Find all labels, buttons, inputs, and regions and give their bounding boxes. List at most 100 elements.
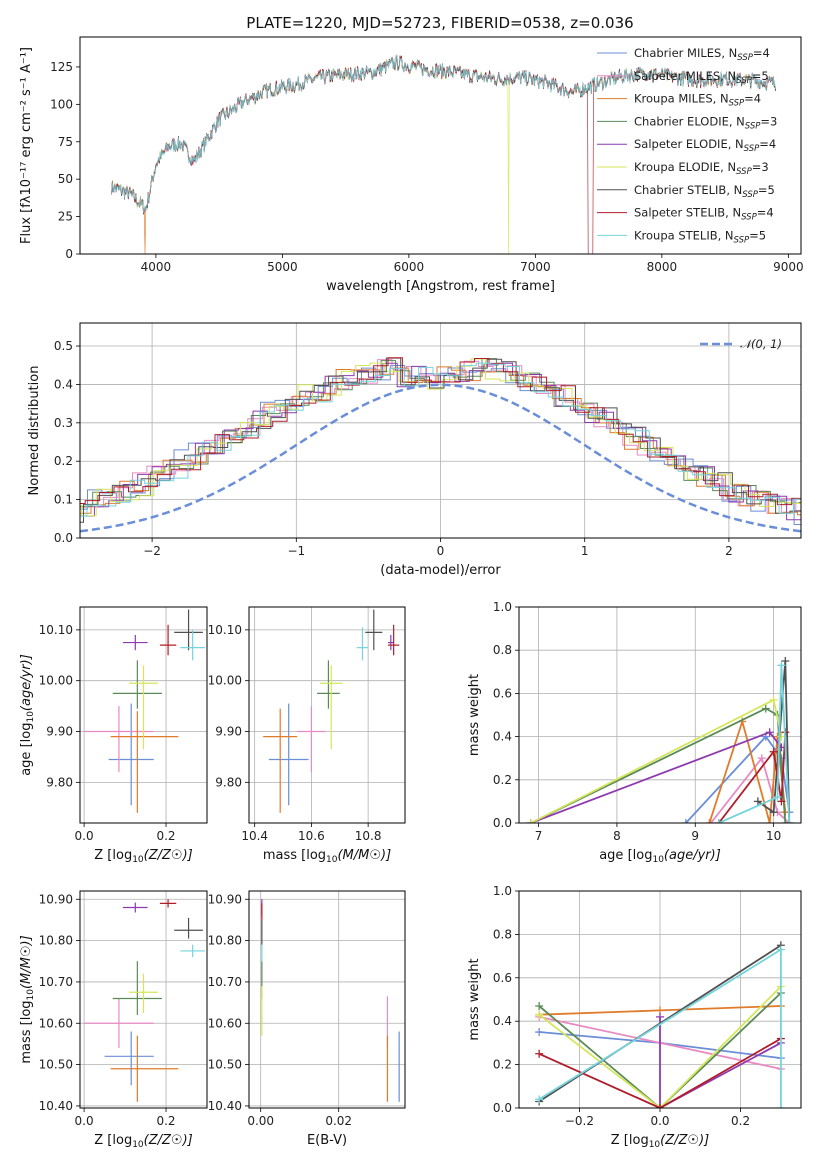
y-tick-label: 10.60 [208,1016,242,1030]
y-tick-label: 10.50 [208,1058,242,1072]
x-tick-label: 4000 [141,260,172,274]
axes-frame [79,606,208,824]
weight-marker [526,819,535,823]
axes-frame [79,322,802,539]
weight-marker [781,657,790,665]
data-point [319,665,343,750]
y-axis-label: Normed distribution [27,366,42,496]
weight-marker [769,808,778,817]
y-tick-label: 50 [58,172,73,186]
data-point [129,665,158,750]
x-tick-label: −2 [143,544,161,558]
weight-marker [714,819,723,823]
histogram-step [80,358,801,517]
data-point [174,609,203,651]
data-point [110,1035,179,1102]
x-tick-label: 9000 [773,260,804,274]
axes-frame [518,890,802,1109]
x-axis-label: Z [log10(Z/Z☉)] [94,848,192,865]
x-axis-label: Z [log10(Z/Z☉)] [611,1133,709,1150]
plot-area [84,609,205,813]
legend-entry: Chabrier STELIB, NSSP=5 [634,183,775,200]
age-mass-panel: 10.4 10.6 10.8 9.80 9.90 10.00 10.10 mass [log1… [208,606,406,865]
weight-marker [535,1095,544,1104]
y-tick-label: 10.00 [39,674,73,688]
y-axis-label: Flux [fλ10⁻¹⁷ erg cm⁻² s⁻¹ A⁻¹] [19,47,34,244]
y-tick-label: 0.4 [493,730,512,744]
data-point [84,998,154,1049]
weight-marker [535,1002,544,1011]
weight-z-panel: −0.2 0.0 0.2 0.0 0.2 0.4 0.6 0.8 1.0 Z [log10(Z/Z… [467,884,802,1150]
x-tick-label: 9 [691,829,699,843]
x-tick-label: 10 [766,829,781,843]
data-point [356,627,369,661]
y-axis-label: age [log10(age/yr)] [19,654,36,776]
x-tick-label: 0.0 [75,829,94,843]
y-tick-label: 0.1 [54,493,73,507]
y-tick-label: 0 [65,247,73,261]
spectrum-panel: 4000 5000 6000 7000 8000 9000 0 25 50 75 100 125 wav… [19,36,804,294]
x-tick-label: 0.00 [247,1114,274,1128]
y-tick-label: 10.80 [39,934,73,948]
plot-area [80,357,801,533]
legend-entry: Chabrier MILES, NSSP=4 [634,46,770,63]
weight-marker [535,1049,544,1058]
data-point [297,706,326,773]
x-tick-label: 2 [725,544,733,558]
data-point [174,917,203,939]
legend-entry: Kroupa STELIB, NSSP=5 [634,228,766,245]
weight-marker [777,661,786,670]
data-point [110,711,179,813]
y-tick-label: 125 [50,60,73,74]
axes-frame [79,890,208,1109]
data-point [268,703,309,806]
mass-z-panel: 0.0 0.2 10.40 10.50 10.60 10.70 10.80 10.90 Z [l… [19,890,208,1150]
x-tick-label: 0.02 [325,1114,352,1128]
histogram-step [80,362,801,517]
weight-age-panel: 7 8 9 10 0.0 0.2 0.4 0.6 0.8 1.0 age [log10(age/yr… [467,600,802,865]
weight-marker [777,797,786,806]
data-point [180,629,205,661]
weight-marker [765,728,774,737]
legend-entry: Kroupa MILES, NSSP=4 [634,92,761,109]
axes-frame [79,36,802,255]
histogram-step [80,366,801,516]
y-tick-label: 0.6 [493,686,512,700]
plot-area [261,899,400,1102]
x-tick-label: 8000 [647,260,678,274]
y-tick-label: 10.50 [39,1058,73,1072]
legend-entry: 𝒩(0, 1) [740,337,782,351]
weight-marker [656,1012,664,1021]
spectrum-line [111,54,777,254]
y-tick-label: 9.80 [46,775,73,789]
weight-marker [705,819,714,823]
y-tick-label: 0.6 [493,971,512,985]
y-axis-label: mass weight [467,958,482,1040]
histogram-step [80,357,801,523]
x-tick-label: 0.2 [731,1114,750,1128]
data-point [84,706,154,773]
x-axis-label: wavelength [Angstrom, rest frame] [326,279,555,294]
legend-entry: Kroupa ELODIE, NSSP=3 [634,160,769,177]
y-tick-label: 100 [50,97,73,111]
y-tick-label: 10.60 [39,1016,73,1030]
plot-area [111,54,777,254]
weight-marker [773,793,782,802]
plot-area [526,657,794,823]
y-tick-label: 9.80 [215,775,242,789]
data-point [365,609,383,651]
data-point [317,660,340,709]
x-tick-label: 0.0 [650,1114,669,1128]
y-tick-label: 10.00 [208,674,242,688]
x-tick-label: 0 [437,544,445,558]
weight-marker [656,1104,664,1108]
data-point [123,634,148,651]
y-tick-label: 10.90 [208,892,242,906]
y-tick-label: 10.70 [208,975,242,989]
data-point [108,703,154,806]
weight-marker [681,819,690,823]
weight-marker [753,797,762,806]
x-tick-label: 10.8 [355,829,382,843]
data-point [159,624,177,656]
y-tick-label: 0.8 [493,927,512,941]
